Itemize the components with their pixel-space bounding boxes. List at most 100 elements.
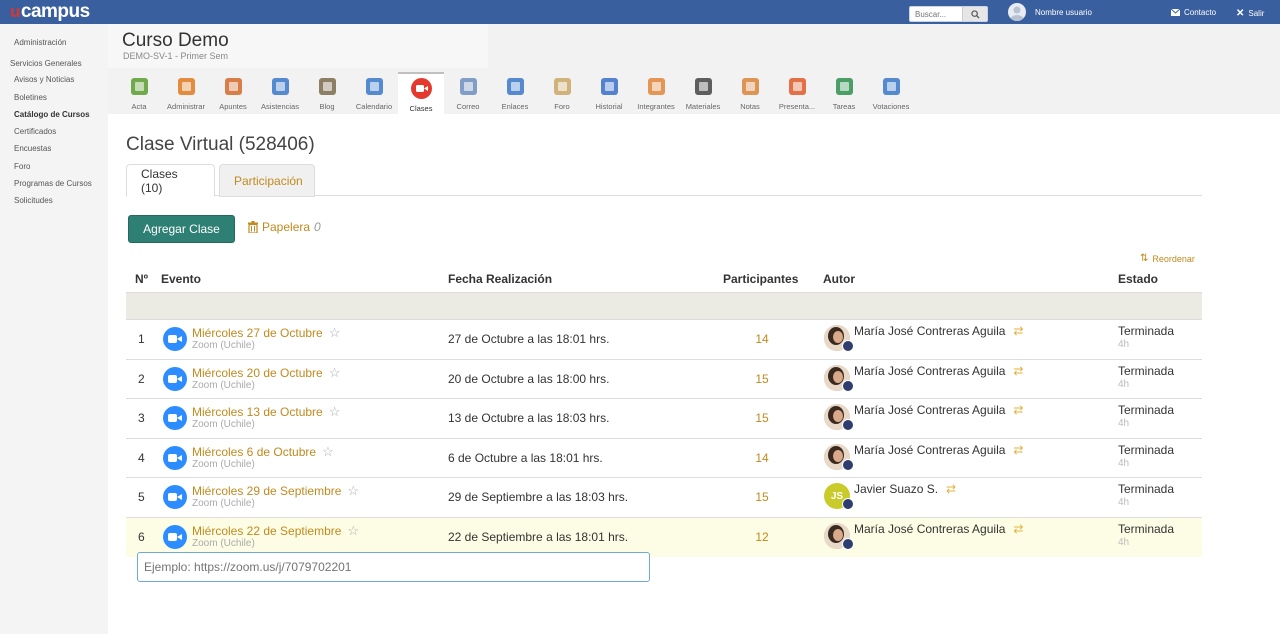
tool-label: Clases: [409, 104, 433, 113]
participants-count[interactable]: 14: [755, 450, 769, 465]
status-duration: 4h: [1118, 378, 1130, 390]
event-link[interactable]: Miércoles 27 de Octubre ☆: [192, 325, 341, 340]
user-name: Nombre usuario: [1035, 7, 1092, 17]
salir-link[interactable]: ✕ Salir: [1236, 8, 1265, 19]
participants-count[interactable]: 12: [755, 530, 769, 544]
swap-icon[interactable]: ⇄: [1013, 363, 1024, 378]
zoom-icon: [163, 445, 187, 470]
zoom-url-input[interactable]: [137, 552, 650, 582]
status-label: Terminada: [1118, 442, 1175, 457]
sidebar-item-avisos[interactable]: Avisos y Noticias: [14, 75, 75, 84]
host-badge-icon: [842, 498, 854, 511]
search-input[interactable]: [910, 9, 962, 19]
swap-icon[interactable]: ⇄: [1013, 442, 1024, 457]
header-participantes[interactable]: Participantes: [723, 272, 799, 286]
tool-foro[interactable]: Foro: [539, 72, 585, 114]
event-date: 20 de Octubre a las 18:00 hrs.: [448, 371, 610, 386]
tool-integrantes[interactable]: Integrantes: [633, 72, 679, 114]
tool-historial[interactable]: Historial: [586, 72, 632, 114]
tool-label: Enlaces: [501, 102, 529, 111]
tab-participacion[interactable]: Participación: [219, 164, 315, 197]
header-estado[interactable]: Estado: [1118, 272, 1159, 286]
tool-blog[interactable]: Blog: [304, 72, 350, 114]
sidebar-item-administracion[interactable]: Administración: [14, 38, 67, 47]
tool-materiales[interactable]: Materiales: [680, 72, 726, 114]
event-link[interactable]: Miércoles 13 de Octubre ☆: [192, 404, 341, 420]
tool-administrar[interactable]: Administrar: [163, 72, 209, 114]
tool-label: Materiales: [685, 102, 721, 111]
star-icon[interactable]: ☆: [328, 325, 341, 340]
event-source: Zoom (Uchile): [192, 498, 255, 510]
reordenar-link[interactable]: ⇅ Reordenar: [1140, 253, 1195, 264]
swap-icon[interactable]: ⇄: [1013, 522, 1024, 536]
header-autor[interactable]: Autor: [823, 272, 855, 286]
tool-label: Notas: [740, 102, 760, 111]
star-icon[interactable]: ☆: [328, 364, 341, 380]
sidebar-item-encuestas[interactable]: Encuestas: [14, 144, 52, 153]
tool-votaciones[interactable]: Votaciones: [868, 72, 914, 114]
tool-presenta[interactable]: Presenta...: [774, 72, 820, 114]
contacto-link[interactable]: Contacto: [1171, 8, 1216, 17]
tool-clases[interactable]: Clases: [398, 72, 444, 114]
event-link[interactable]: Miércoles 29 de Septiembre ☆: [192, 483, 360, 499]
tasks-icon: [834, 76, 855, 97]
tool-enlaces[interactable]: Enlaces: [492, 72, 538, 114]
tool-label: Votaciones: [872, 102, 910, 111]
author-name: Javier Suazo S. ⇄: [854, 482, 957, 497]
host-badge-icon: [842, 340, 854, 352]
tool-calendario[interactable]: Calendario: [351, 72, 397, 114]
event-link[interactable]: Miércoles 22 de Septiembre ☆: [192, 523, 360, 538]
sidebar-item-foro[interactable]: Foro: [14, 162, 31, 171]
swap-icon[interactable]: ⇄: [946, 482, 957, 497]
tool-label: Integrantes: [637, 102, 675, 111]
course-subtitle: DEMO-SV-1 - Primer Sem: [123, 51, 229, 61]
tool-apuntes[interactable]: Apuntes: [210, 72, 256, 114]
sidebar-item-solicitudes[interactable]: Solicitudes: [14, 196, 53, 205]
status-label: Terminada: [1118, 482, 1175, 497]
sidebar-item-catalogo[interactable]: Catálogo de Cursos: [14, 110, 90, 119]
star-icon[interactable]: ☆: [322, 443, 334, 459]
tool-notas[interactable]: Notas: [727, 72, 773, 114]
tool-tareas[interactable]: Tareas: [821, 72, 867, 114]
header-evento[interactable]: Evento: [161, 272, 202, 286]
star-icon[interactable]: ☆: [347, 483, 360, 499]
participants-count[interactable]: 14: [755, 332, 769, 346]
participants-count[interactable]: 15: [755, 490, 769, 505]
add-class-button[interactable]: Agregar Clase: [128, 215, 235, 243]
event-link[interactable]: Miércoles 20 de Octubre ☆: [192, 364, 341, 380]
tool-correo[interactable]: Correo: [445, 72, 491, 114]
header-fecha[interactable]: Fecha Realización: [448, 272, 553, 286]
status-label: Terminada: [1118, 363, 1175, 378]
star-icon[interactable]: ☆: [328, 404, 341, 420]
sidebar-item-programas[interactable]: Programas de Cursos: [14, 179, 92, 188]
status-label: Terminada: [1118, 324, 1175, 338]
event-date: 27 de Octubre a las 18:01 hrs.: [448, 332, 610, 346]
tool-asistencias[interactable]: Asistencias: [257, 72, 303, 114]
user-avatar: [1008, 3, 1026, 21]
participants-count[interactable]: 15: [755, 371, 769, 386]
participants-count[interactable]: 15: [755, 411, 769, 426]
campus-logo[interactable]: ucampus: [10, 1, 90, 22]
sidebar-item-certificados[interactable]: Certificados: [14, 127, 57, 136]
swap-icon[interactable]: ⇄: [1013, 403, 1024, 418]
sidebar-item-boletines[interactable]: Boletines: [14, 93, 47, 102]
swap-icon[interactable]: ⇄: [1013, 324, 1024, 338]
search-button[interactable]: [962, 7, 987, 21]
sidebar: Administración Servicios Generales Aviso…: [0, 24, 108, 634]
tool-label: Historial: [595, 102, 623, 111]
tool-acta[interactable]: Acta: [116, 72, 162, 114]
close-icon: ✕: [1236, 8, 1245, 19]
event-link[interactable]: Miércoles 6 de Octubre ☆: [192, 443, 334, 459]
search-icon: [970, 9, 980, 19]
star-icon[interactable]: ☆: [347, 523, 360, 538]
tool-label: Asistencias: [261, 102, 299, 111]
table-row: 6 Miércoles 22 de Septiembre ☆ Zoom (Uchile…: [126, 517, 1202, 557]
papelera-link[interactable]: Papelera 0: [248, 220, 321, 234]
blog-icon: [317, 76, 338, 97]
host-badge-icon: [842, 538, 854, 550]
zoom-icon: [163, 525, 187, 549]
mail-icon: [458, 76, 479, 97]
tab-clases[interactable]: Clases (10): [126, 164, 215, 197]
author-name: María José Contreras Aguila ⇄: [854, 324, 1024, 338]
user-menu[interactable]: Nombre usuario: [1008, 3, 1092, 21]
